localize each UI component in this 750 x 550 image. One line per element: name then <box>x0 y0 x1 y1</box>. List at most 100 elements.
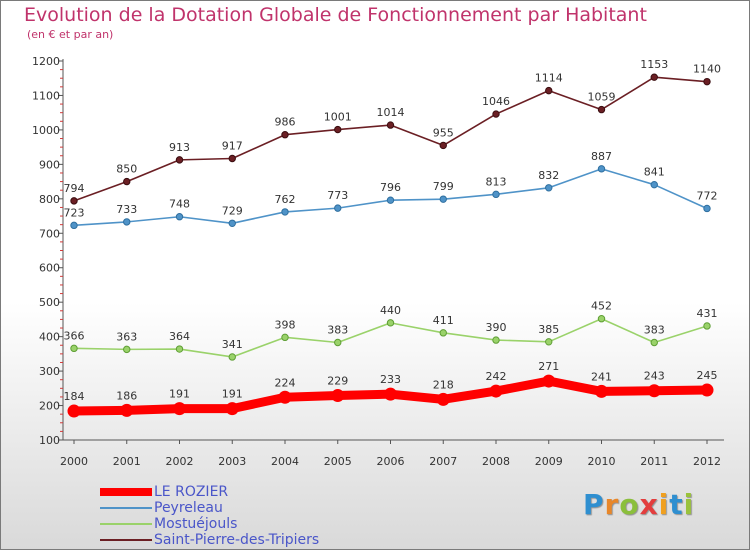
legend-swatch <box>100 539 152 541</box>
data-label: 772 <box>697 189 718 202</box>
data-labels: 794 850 913 917 986 1001 1014 955 1046 1114 1059 11… <box>64 58 722 195</box>
data-label: 411 <box>433 314 454 327</box>
y-axis-minor-ticks <box>60 69 63 432</box>
chart-subtitle: (en € et par an) <box>27 28 114 41</box>
data-point <box>439 195 447 203</box>
y-tick-label: 400 <box>39 331 60 344</box>
legend-item: LE ROZIER <box>100 484 360 500</box>
data-label: 794 <box>64 182 85 195</box>
data-point <box>225 402 239 416</box>
data-label: 383 <box>327 323 348 336</box>
data-point <box>489 384 503 398</box>
legend-label: Mostuéjouls <box>154 516 238 532</box>
y-tick-labels: 100 200 300 400 500 600 700 800 900 1000 1100 1200 <box>32 55 63 447</box>
data-point <box>281 208 289 216</box>
data-point <box>492 110 500 118</box>
x-tick-labels: 2000 2001 2002 2003 2004 2005 2006 2007 2008 2009… <box>60 440 721 468</box>
legend-item: Saint-Pierre-des-Tripiers <box>100 532 360 548</box>
series-mostuejouls: 366 363 364 341 398 383 440 411 390 385 452 383 431 <box>64 300 718 361</box>
data-label: 1153 <box>640 58 668 71</box>
data-label: 955 <box>433 126 454 139</box>
proxiti-logo: Proxiti <box>583 488 694 521</box>
data-label: 1014 <box>377 106 405 119</box>
x-tick-label: 2001 <box>113 455 141 468</box>
data-label: 773 <box>327 189 348 202</box>
data-label: 762 <box>275 193 296 206</box>
data-point <box>597 165 606 173</box>
data-label: 917 <box>222 140 243 153</box>
data-label: 1046 <box>482 95 510 108</box>
data-label: 440 <box>380 304 401 317</box>
data-label: 191 <box>222 388 243 401</box>
data-labels: 723 733 748 729 762 773 796 799 813 832 887 841 772 <box>64 150 718 220</box>
data-label: 832 <box>538 169 559 182</box>
data-label: 224 <box>275 376 296 389</box>
data-label: 799 <box>433 180 454 193</box>
x-tick-label: 2011 <box>640 455 668 468</box>
logo-letter: i <box>683 488 695 521</box>
data-point <box>123 218 131 226</box>
data-label: 186 <box>116 389 137 402</box>
data-point <box>597 315 606 323</box>
data-point <box>123 345 131 354</box>
data-label: 813 <box>486 175 507 188</box>
data-label: 729 <box>222 204 243 217</box>
x-tick-label: 2012 <box>693 455 721 468</box>
x-tick-label: 2002 <box>166 455 194 468</box>
data-label: 366 <box>64 329 85 342</box>
data-label: 748 <box>169 198 190 211</box>
data-point <box>175 156 184 164</box>
data-point <box>650 338 658 347</box>
x-tick-label: 2000 <box>60 455 88 468</box>
data-point <box>545 184 553 192</box>
data-point <box>278 390 292 404</box>
data-point <box>70 197 78 205</box>
data-label: 184 <box>64 390 85 403</box>
data-label: 245 <box>697 369 718 382</box>
data-point <box>228 154 236 163</box>
data-label: 271 <box>538 360 559 373</box>
logo-letter: r <box>604 488 620 521</box>
data-point <box>650 180 658 189</box>
data-label: 363 <box>116 330 137 343</box>
logo-letter: x <box>639 488 659 521</box>
data-point <box>647 384 661 398</box>
legend-item: Peyreleau <box>100 500 360 516</box>
data-label: 850 <box>116 163 137 176</box>
data-label: 242 <box>486 370 507 383</box>
data-label: 243 <box>644 370 665 383</box>
legend-label: Saint-Pierre-des-Tripiers <box>154 532 320 548</box>
data-point <box>70 344 78 353</box>
data-point <box>281 333 289 342</box>
data-point <box>334 338 342 347</box>
y-tick-label: 1000 <box>32 124 60 137</box>
axes <box>62 59 724 441</box>
data-point <box>439 329 447 337</box>
data-point <box>228 219 236 227</box>
x-tick-label: 2006 <box>377 455 405 468</box>
data-label: 364 <box>169 330 190 343</box>
x-tick-label: 2005 <box>324 455 352 468</box>
chart-title: Evolution de la Dotation Globale de Fonc… <box>24 4 647 26</box>
data-point <box>703 204 711 213</box>
data-point <box>123 177 131 186</box>
logo-letter: t <box>669 488 684 521</box>
data-point <box>173 402 186 416</box>
data-point <box>331 389 345 403</box>
y-tick-label: 300 <box>39 365 60 378</box>
series-le-rozier: 184 186 191 191 224 229 233 218 242 271 241 243 245 <box>64 360 718 418</box>
data-point <box>703 322 711 330</box>
data-label: 241 <box>591 370 612 383</box>
data-point <box>545 86 553 95</box>
data-point <box>384 387 397 401</box>
data-point <box>386 196 395 204</box>
y-tick-label: 700 <box>39 227 60 240</box>
data-labels: 366 363 364 341 398 383 440 411 390 385 452 383 431 <box>64 300 718 351</box>
data-point <box>228 353 236 361</box>
data-label: 1001 <box>324 111 352 124</box>
data-point <box>120 403 134 417</box>
data-point <box>542 374 556 388</box>
data-point <box>70 221 78 230</box>
data-label: 723 <box>64 206 85 219</box>
